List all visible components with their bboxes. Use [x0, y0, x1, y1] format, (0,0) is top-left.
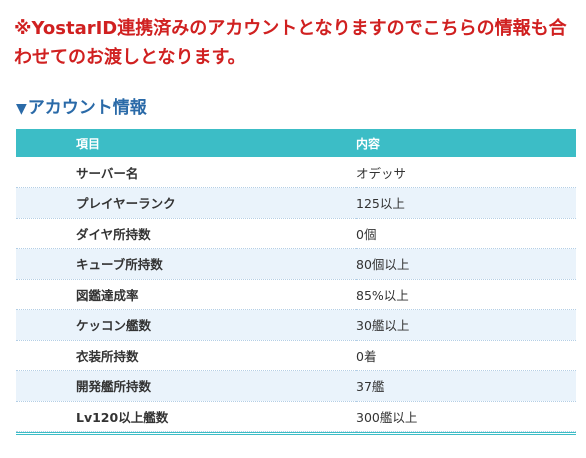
- header-value: 内容: [356, 136, 381, 151]
- row-item-value: 0着: [356, 348, 377, 364]
- row-item-label: 図鑑達成率: [76, 287, 139, 303]
- table-row: サーバー名 オデッサ: [16, 157, 576, 188]
- row-item-label: サーバー名: [76, 165, 139, 181]
- row-item-label: ダイヤ所持数: [76, 226, 151, 242]
- row-item-label: プレイヤーランク: [76, 196, 176, 212]
- row-item-value: 85%以上: [356, 287, 409, 303]
- table-row: ケッコン艦数 30艦以上: [16, 309, 576, 340]
- row-item-label: ケッコン艦数: [76, 318, 152, 334]
- table-row: キューブ所持数 80個以上: [16, 248, 576, 279]
- row-item-value: 0個: [356, 226, 377, 242]
- table-row: ダイヤ所持数 0個: [16, 218, 576, 249]
- row-item-value: 80個以上: [356, 257, 410, 273]
- section-heading: ▼アカウント情報: [16, 97, 147, 120]
- table-header-row: 項目 内容: [16, 129, 576, 157]
- notice-text: ※YostarID連携済みのアカウントとなりますのでこちらの情報も合わせてのお渡…: [14, 18, 567, 68]
- table-row: 図鑑達成率 85%以上: [16, 279, 576, 310]
- table-row: Lv120以上艦数 300艦以上: [16, 401, 576, 432]
- row-item-label: キューブ所持数: [76, 257, 163, 273]
- header-item: 項目: [76, 136, 101, 151]
- account-info-table: 項目 内容 サーバー名 オデッサ プレイヤーランク 125以上 ダイヤ所持数 0…: [16, 129, 576, 435]
- table-bottom-border: [16, 432, 576, 435]
- table-row: 開発艦所持数 37艦: [16, 370, 576, 401]
- row-item-label: 開発艦所持数: [76, 379, 152, 395]
- row-item-value: 30艦以上: [356, 318, 410, 334]
- row-item-value: 125以上: [356, 196, 405, 212]
- triangle-down-icon: ▼: [16, 101, 27, 117]
- row-item-value: 37艦: [356, 379, 385, 395]
- table-row: 衣装所持数 0着: [16, 340, 576, 371]
- row-item-value: 300艦以上: [356, 409, 418, 425]
- row-item-label: Lv120以上艦数: [76, 409, 169, 425]
- table-row: プレイヤーランク 125以上: [16, 187, 576, 218]
- section-title: アカウント情報: [27, 98, 147, 118]
- row-item-label: 衣装所持数: [76, 348, 139, 364]
- row-item-value: オデッサ: [356, 165, 407, 181]
